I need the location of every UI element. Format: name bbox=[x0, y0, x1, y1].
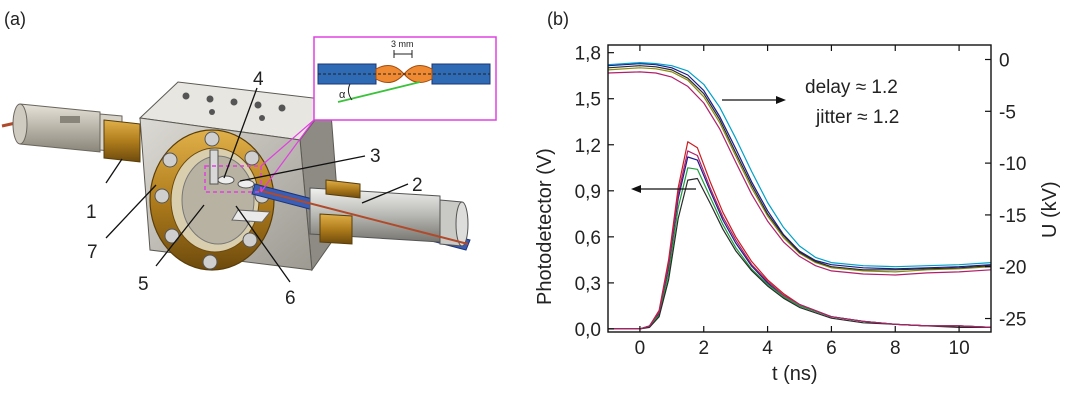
y-tick-label-0: 0,0 bbox=[575, 320, 601, 341]
y2-tick-label-5: -25 bbox=[999, 310, 1026, 331]
inset-scale-label: 3 mm bbox=[391, 39, 414, 49]
feedthrough bbox=[251, 179, 471, 251]
y-tick-label-5: 1,5 bbox=[575, 90, 601, 111]
y2-tick-label-2: -10 bbox=[999, 154, 1026, 175]
y2-tick-label-3: -15 bbox=[999, 206, 1026, 227]
callout-2: 2 bbox=[412, 175, 423, 196]
plot-series bbox=[607, 61, 992, 330]
callout-4: 4 bbox=[253, 69, 264, 90]
plot-ticks bbox=[608, 45, 991, 332]
panel-b-label: (b) bbox=[547, 9, 569, 29]
y-tick-label-3: 0,9 bbox=[575, 182, 601, 203]
y-tick-label-2: 0,6 bbox=[575, 228, 601, 249]
callout-lines bbox=[105, 87, 409, 283]
panel-a: (a) bbox=[1, 9, 497, 309]
y-tick-label-6: 1,8 bbox=[575, 44, 601, 65]
y-tick-label-1: 0,3 bbox=[575, 274, 601, 295]
arrow-left-axis bbox=[631, 185, 696, 193]
x-tick-label-3: 6 bbox=[826, 338, 837, 359]
photodetector-trace-5 bbox=[608, 141, 992, 330]
brass-nut bbox=[103, 119, 141, 163]
x-tick-label-2: 4 bbox=[762, 338, 773, 359]
callout-1: 1 bbox=[86, 202, 97, 223]
annotation-delay: delay ≈ 1.2 bbox=[805, 77, 898, 98]
callout-5: 5 bbox=[138, 274, 149, 295]
panel-a-label: (a) bbox=[4, 9, 26, 29]
x-axis-label: t (ns) bbox=[772, 363, 818, 385]
callout-3: 3 bbox=[370, 146, 381, 167]
voltage-trace-1 bbox=[607, 61, 992, 268]
x-tick-label-5: 10 bbox=[949, 338, 970, 359]
y2-tick-label-0: 0 bbox=[999, 51, 1010, 72]
plot-frame bbox=[607, 44, 992, 333]
zoom-region bbox=[204, 165, 262, 193]
voltage-trace-2 bbox=[607, 71, 992, 276]
y2-axis-label: U (kV) bbox=[1039, 181, 1061, 238]
y2-tick-label-4: -20 bbox=[999, 258, 1026, 279]
annotation-jitter: jitter ≈ 1.2 bbox=[815, 107, 899, 128]
x-tick-label-4: 8 bbox=[890, 338, 901, 359]
inset-angle-label: α bbox=[339, 89, 346, 101]
inset: 3 mm α bbox=[313, 36, 497, 121]
voltage-trace-0 bbox=[607, 62, 992, 270]
y-axis-label: Photodetector (V) bbox=[534, 148, 556, 305]
y-tick-label-4: 1,2 bbox=[575, 136, 601, 157]
panel-b: (b) 0 2 4 6 8 10 0,0 0,3 0,6 0,9 1,2 1,5 1,8 0 -5 -10 -1… bbox=[534, 9, 1061, 385]
photodetector-trace-6 bbox=[608, 156, 992, 330]
arrow-right-axis bbox=[722, 96, 786, 104]
x-tick-label-1: 2 bbox=[698, 338, 709, 359]
photodetector-trace-9 bbox=[608, 150, 992, 330]
y2-tick-label-1: -5 bbox=[999, 102, 1016, 123]
x-tick-label-0: 0 bbox=[635, 338, 646, 359]
callout-6: 6 bbox=[285, 288, 296, 309]
voltage-trace-3 bbox=[607, 67, 992, 273]
voltage-trace-4 bbox=[607, 65, 992, 271]
callout-7: 7 bbox=[87, 242, 98, 263]
tick-labels: 0 2 4 6 8 10 0,0 0,3 0,6 0,9 1,2 1,5 1,8 0 -5 -10 -15 -20… bbox=[575, 44, 1027, 359]
